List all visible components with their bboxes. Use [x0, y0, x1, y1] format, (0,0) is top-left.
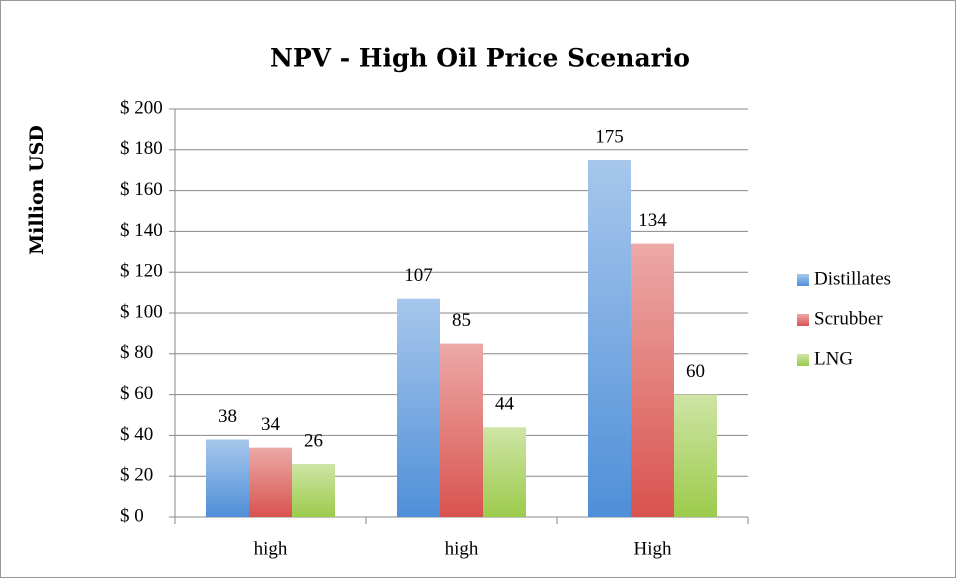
value-label: 38 — [218, 406, 237, 427]
bar — [631, 243, 674, 517]
x-tick-label: high — [445, 538, 479, 559]
value-label: 44 — [495, 394, 515, 415]
y-tick-label: $ 180 — [120, 138, 163, 159]
value-label: 60 — [686, 361, 705, 382]
legend-label: Distillates — [814, 268, 891, 289]
x-tick-label: high — [254, 538, 288, 559]
x-tick-label: High — [634, 538, 673, 559]
value-label: 107 — [404, 265, 433, 286]
legend-label: LNG — [814, 348, 853, 369]
legend-label: Scrubber — [814, 308, 883, 329]
y-axis-title: Million USD — [26, 125, 48, 255]
bar — [674, 394, 717, 517]
y-tick-label: $ 120 — [120, 261, 163, 282]
bar — [440, 343, 483, 517]
bar — [249, 447, 292, 517]
bar — [397, 298, 440, 517]
chart-title: NPV - High Oil Price Scenario — [270, 44, 690, 73]
y-tick-label: $ 140 — [120, 220, 163, 241]
y-tick-label: $ 0 — [120, 505, 144, 526]
y-tick-label: $ 160 — [120, 179, 163, 200]
value-label: 26 — [304, 430, 323, 451]
y-tick-label: $ 100 — [120, 301, 163, 322]
y-tick-label: $ 60 — [120, 383, 153, 404]
bar — [483, 427, 526, 517]
y-tick-label: $ 200 — [120, 97, 163, 118]
legend-swatch — [797, 354, 809, 366]
bar — [292, 463, 335, 517]
value-label: 134 — [638, 210, 667, 231]
y-tick-label: $ 80 — [120, 342, 153, 363]
y-tick-label: $ 20 — [120, 465, 153, 486]
bar — [206, 439, 249, 517]
value-label: 175 — [595, 126, 624, 147]
value-label: 34 — [261, 414, 281, 435]
legend-swatch — [797, 314, 809, 326]
bar — [588, 160, 631, 517]
y-tick-label: $ 40 — [120, 424, 153, 445]
legend-swatch — [797, 274, 809, 286]
value-label: 85 — [452, 310, 471, 331]
